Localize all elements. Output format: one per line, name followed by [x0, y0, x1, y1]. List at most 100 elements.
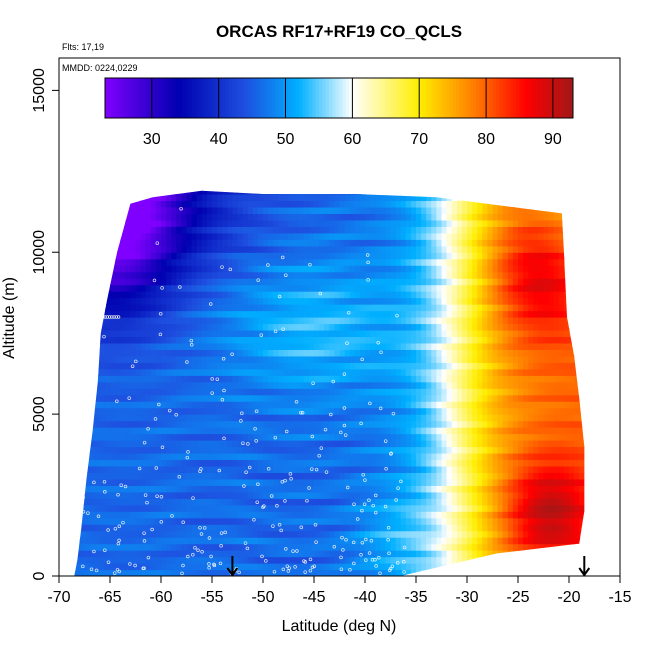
heatmap-cell [252, 349, 259, 357]
heatmap-cell [395, 427, 402, 435]
heatmap-cell [140, 362, 147, 370]
heatmap-cell [385, 381, 392, 389]
heatmap-cell [395, 504, 402, 512]
heatmap-cell [288, 375, 295, 383]
heatmap-cell [201, 414, 208, 422]
heatmap-cell [354, 291, 361, 299]
heatmap-cell [395, 543, 402, 551]
heatmap-cell [416, 478, 422, 486]
heatmap-cell [467, 271, 473, 279]
heatmap-cell [395, 478, 402, 486]
heatmap-cell [344, 342, 351, 350]
heatmap-cell [227, 414, 233, 422]
heatmap-cell [237, 530, 244, 538]
heatmap-cell [370, 200, 376, 208]
heatmap-cell [436, 485, 443, 493]
heatmap-cell [421, 401, 427, 409]
heatmap-cell [125, 375, 131, 383]
heatmap-cell [120, 407, 126, 415]
heatmap-cell [222, 394, 228, 402]
heatmap-cell [380, 206, 386, 215]
heatmap-cell [74, 504, 75, 512]
heatmap-cell [257, 206, 264, 215]
heatmap-cell [278, 414, 284, 422]
heatmap-cell [308, 433, 315, 441]
heatmap-cell [319, 329, 325, 338]
heatmap-cell [456, 491, 463, 499]
heatmap-cell [456, 517, 463, 525]
heatmap-cell [263, 517, 269, 525]
heatmap-cell [451, 355, 458, 363]
heatmap-cell [125, 543, 131, 551]
heatmap-cell [247, 394, 254, 402]
heatmap-cell [115, 491, 121, 499]
heatmap-cell [441, 219, 448, 227]
heatmap-cell [176, 213, 182, 221]
heatmap-cell [329, 427, 335, 435]
heatmap-cell [268, 394, 274, 402]
heatmap-cell [472, 427, 478, 435]
heatmap-cell [421, 563, 427, 571]
heatmap-cell [252, 530, 259, 538]
heatmap-cell [206, 368, 213, 376]
heatmap-cell [298, 543, 305, 551]
heatmap-cell [222, 206, 228, 215]
heatmap-cell [293, 511, 300, 519]
heatmap-cell [201, 511, 208, 519]
heatmap-cell [212, 511, 218, 519]
heatmap-cell [359, 427, 366, 435]
heatmap-cell [324, 485, 330, 493]
heatmap-cell [145, 265, 152, 273]
heatmap-cell [400, 478, 407, 486]
heatmap-cell [181, 206, 188, 215]
heatmap-cell [232, 297, 239, 305]
heatmap-cell [314, 414, 320, 422]
heatmap-cell [252, 472, 259, 480]
heatmap-cell [89, 219, 96, 227]
heatmap-cell [416, 368, 422, 376]
heatmap-cell [115, 190, 121, 195]
heatmap-cell [110, 258, 116, 266]
heatmap-cell [456, 543, 463, 551]
heatmap-cell [405, 291, 412, 299]
heatmap-cell [329, 291, 335, 299]
heatmap-cell [339, 459, 346, 467]
heatmap-cell [283, 388, 290, 396]
heatmap-cell [380, 258, 386, 266]
heatmap-cell [308, 550, 315, 558]
heatmap-cell [140, 226, 147, 234]
heatmap-cell [344, 394, 351, 402]
heatmap-cell [278, 452, 284, 461]
heatmap-cell [278, 446, 284, 454]
heatmap-cell [120, 414, 126, 422]
heatmap-cell [130, 556, 137, 564]
heatmap-cell [237, 459, 244, 467]
heatmap-cell [79, 517, 86, 525]
heatmap-cell [436, 433, 443, 441]
heatmap-cell [359, 193, 366, 202]
heatmap-cell [181, 278, 188, 286]
heatmap-cell [359, 381, 366, 389]
heatmap-cell [242, 193, 249, 202]
heatmap-cell [74, 271, 80, 279]
heatmap-cell [186, 310, 193, 318]
heatmap-cell [421, 550, 427, 558]
heatmap-cell [196, 342, 203, 350]
heatmap-cell [263, 504, 269, 512]
heatmap-cell [288, 452, 295, 461]
heatmap-cell [186, 452, 193, 461]
heatmap-cell [89, 401, 96, 409]
heatmap-cell [329, 310, 335, 318]
heatmap-cell [354, 569, 361, 576]
heatmap-cell [242, 511, 249, 519]
heatmap-cell [431, 362, 437, 370]
heatmap-cell [268, 530, 274, 538]
heatmap-cell [324, 433, 330, 441]
heatmap-cell [232, 245, 239, 253]
heatmap-cell [436, 206, 443, 215]
heatmap-cell [89, 323, 96, 331]
heatmap-cell [89, 329, 96, 338]
heatmap-cell [115, 414, 121, 422]
heatmap-cell [104, 517, 111, 525]
heatmap-cell [227, 258, 233, 266]
